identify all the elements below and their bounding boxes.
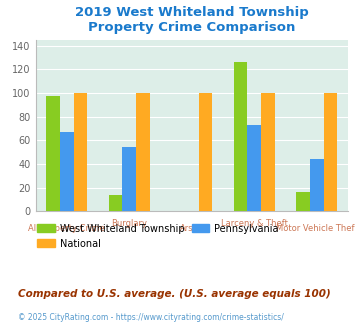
Bar	[60, 132, 73, 211]
Text: Arson: Arson	[180, 224, 204, 233]
Text: Burglary: Burglary	[111, 219, 147, 228]
Text: © 2025 CityRating.com - https://www.cityrating.com/crime-statistics/: © 2025 CityRating.com - https://www.city…	[18, 313, 284, 322]
Bar	[136, 93, 150, 211]
Bar	[247, 125, 261, 211]
Text: All Property Crime: All Property Crime	[28, 224, 105, 233]
Bar	[310, 159, 323, 211]
Legend: West Whiteland Township, National, Pennsylvania: West Whiteland Township, National, Penns…	[33, 220, 283, 252]
Bar	[323, 93, 337, 211]
Bar	[261, 93, 275, 211]
Text: Compared to U.S. average. (U.S. average equals 100): Compared to U.S. average. (U.S. average …	[18, 289, 331, 299]
Bar	[109, 195, 122, 211]
Bar	[234, 62, 247, 211]
Bar	[73, 93, 87, 211]
Bar	[46, 96, 60, 211]
Bar	[296, 192, 310, 211]
Bar	[122, 147, 136, 211]
Text: Larceny & Theft: Larceny & Theft	[221, 219, 288, 228]
Title: 2019 West Whiteland Township
Property Crime Comparison: 2019 West Whiteland Township Property Cr…	[75, 6, 308, 34]
Bar	[198, 93, 212, 211]
Text: Motor Vehicle Theft: Motor Vehicle Theft	[276, 224, 355, 233]
